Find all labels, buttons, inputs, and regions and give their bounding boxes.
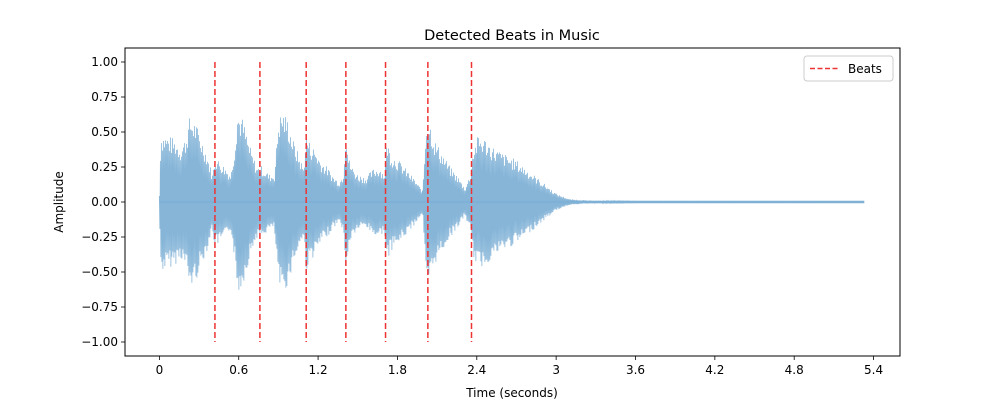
y-tick-label: 1.00 bbox=[91, 55, 118, 69]
x-tick-label: 1.8 bbox=[388, 363, 407, 377]
chart-title: Detected Beats in Music bbox=[424, 28, 600, 44]
y-tick-label: −0.50 bbox=[81, 265, 118, 279]
y-axis-label: Amplitude bbox=[52, 171, 66, 233]
x-tick-label: 4.2 bbox=[705, 363, 724, 377]
y-tick-label: 0.00 bbox=[91, 195, 118, 209]
legend-box bbox=[803, 55, 894, 82]
y-tick-label: 0.75 bbox=[91, 90, 118, 104]
y-tick-label: 0.50 bbox=[91, 125, 118, 139]
x-tick-label: 1.2 bbox=[309, 363, 328, 377]
y-tick-label: −0.25 bbox=[81, 230, 118, 244]
x-tick-label: 0.6 bbox=[229, 363, 248, 377]
x-tick-label: 3 bbox=[552, 363, 560, 377]
waveform bbox=[158, 117, 865, 290]
y-tick-label: −0.75 bbox=[81, 300, 118, 314]
y-tick-label: 0.25 bbox=[91, 160, 118, 174]
x-tick-label: 2.4 bbox=[467, 363, 486, 377]
waveform-signal bbox=[158, 117, 865, 290]
y-tick-label: −1.00 bbox=[81, 335, 118, 349]
beat-markers bbox=[214, 62, 473, 342]
x-axis-label: Time (seconds) bbox=[465, 386, 558, 400]
x-tick-label: 0 bbox=[156, 363, 164, 377]
x-tick-label: 3.6 bbox=[626, 363, 645, 377]
x-axis: 0 0.6 1.2 1.8 2.4 3 3.6 4.2 4.8 5.4 bbox=[156, 356, 883, 377]
y-axis: 1.00 0.75 0.50 0.25 0.00 −0.25 −0.50 −0.75 −1.00 bbox=[81, 55, 125, 349]
x-tick-label: 5.4 bbox=[864, 363, 883, 377]
legend-beats-label: Beats bbox=[848, 62, 882, 76]
legend: Beats bbox=[803, 55, 894, 82]
x-tick-label: 4.8 bbox=[785, 363, 804, 377]
